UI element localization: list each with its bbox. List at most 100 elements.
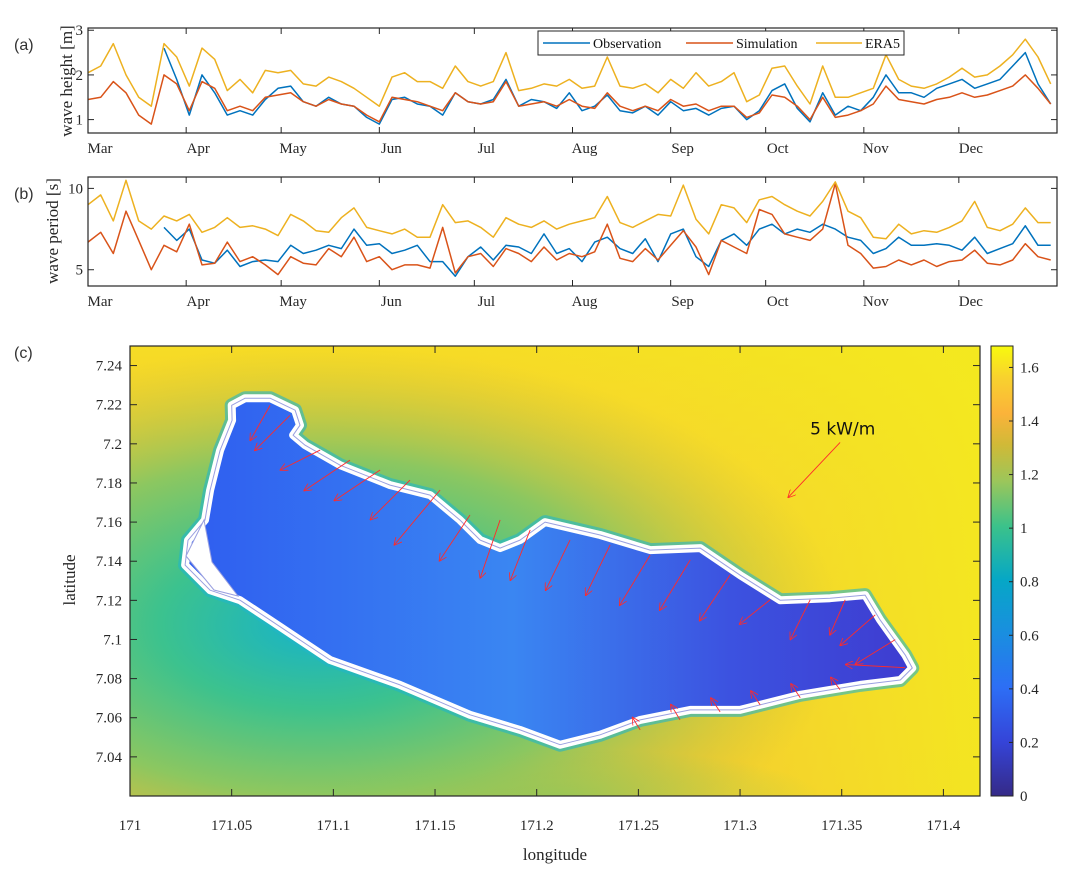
reference-vector-label: 5 kW/m (810, 419, 875, 439)
plot-area (88, 177, 1057, 286)
energy-flux-vector (335, 469, 381, 500)
series-line-simulation (88, 182, 1051, 276)
panel-label-c: (c) (14, 345, 33, 362)
colorbar: 0 0.2 0.4 0.6 0.8 1 1.2 1.4 1.6 (990, 345, 1039, 805)
panel-label-b: (b) (14, 186, 34, 203)
y-tick-label: 7.16 (96, 515, 123, 531)
map-frame (129, 345, 981, 797)
colorbar-tick-label: 1.2 (1020, 468, 1039, 484)
colorbar-tick-label: 0.6 (1020, 628, 1039, 644)
x-tick-label: Apr (187, 294, 210, 310)
energy-flux-vector (790, 599, 811, 640)
energy-flux-vector (480, 519, 501, 578)
y-tick-label: 5 (76, 263, 84, 279)
y-tick-label: 7.22 (96, 398, 122, 414)
wave-height-field: 5 kW/m (130, 346, 980, 796)
energy-flux-vector (633, 718, 641, 731)
colorbar-tick-label: 0.2 (1020, 735, 1039, 751)
y-axis-label-a: wave height [m] (57, 25, 76, 136)
energy-flux-vector (671, 705, 681, 721)
x-tick-label: 171.4 (927, 818, 961, 834)
colorbar-tick-label: 1 (1020, 521, 1028, 537)
x-tick-label: Oct (767, 141, 789, 157)
energy-flux-vector (281, 449, 321, 470)
colorbar-tick-label: 1.6 (1020, 360, 1039, 376)
islet (185, 518, 240, 597)
y-tick-label: 7.24 (96, 359, 123, 375)
x-tick-label: 171.35 (821, 818, 862, 834)
energy-flux-vector (740, 599, 771, 624)
y-tick-label: 7.08 (96, 672, 122, 688)
x-tick-label: Aug (572, 294, 598, 310)
x-tick-label: Jun (381, 141, 402, 157)
y-tick-label: 10 (68, 181, 83, 197)
energy-flux-vector (250, 405, 271, 440)
x-tick-label: 171.2 (520, 818, 554, 834)
panel-label-a: (a) (14, 37, 34, 54)
x-tick-label: Nov (863, 294, 889, 310)
y-tick-label: 7.04 (96, 750, 123, 766)
x-tick-label: 171.05 (211, 818, 252, 834)
energy-flux-vector (304, 459, 351, 490)
energy-flux-vector (846, 665, 906, 668)
legend-entry-era5: ERA5 (865, 37, 900, 52)
x-tick-label: May (279, 141, 307, 157)
energy-flux-vector (660, 559, 691, 610)
energy-flux-vector (255, 414, 291, 450)
wave-period-panel: Mar Apr May Jun Jul Aug Sep Oct Nov Dec 5 10 (68, 176, 1058, 310)
energy-flux-vector (370, 479, 411, 520)
energy-flux-vector (700, 574, 731, 621)
legend-entry-observation: Observation (593, 37, 661, 52)
x-tick-label: Sep (671, 294, 694, 310)
wave-map-panel: 5 kW/m 171 171.05 171.1 171.15 171.2 171.25 171… (96, 345, 1039, 834)
energy-flux-vector (830, 599, 846, 635)
legend: Observation Simulation ERA5 (537, 30, 905, 56)
colorbar-tick-label: 1.4 (1020, 414, 1039, 430)
x-tick-label: Nov (863, 141, 889, 157)
x-tick-label: Mar (88, 141, 113, 157)
series-line-simulation (88, 74, 1052, 125)
series-line-era5 (88, 179, 1051, 240)
energy-flux-vector (856, 639, 896, 664)
colorbar-tick-label: 0.8 (1020, 575, 1039, 591)
energy-flux-vector (546, 539, 571, 590)
x-tick-label: Dec (959, 294, 983, 310)
energy-flux-vector (791, 684, 801, 699)
energy-flux-vector (395, 489, 441, 545)
y-tick-label: 7.18 (96, 476, 122, 492)
energy-flux-vector (840, 614, 876, 645)
energy-flux-vector (711, 698, 721, 713)
y-tick-label: 3 (76, 23, 84, 39)
series-line-era5 (88, 38, 1052, 107)
colorbar-gradient (990, 345, 1014, 797)
energy-flux-vector (510, 529, 531, 580)
x-tick-label: 171.3 (723, 818, 757, 834)
x-tick-label: Mar (88, 294, 113, 310)
series-line-observation (163, 223, 1051, 277)
x-axis-label-c: longitude (523, 845, 587, 864)
energy-flux-vector (586, 544, 611, 595)
legend-entry-simulation: Simulation (736, 37, 797, 52)
x-tick-label: Jul (478, 294, 496, 310)
x-tick-label: 171.25 (618, 818, 659, 834)
x-tick-label: 171 (119, 818, 142, 834)
colorbar-tick-label: 0 (1020, 789, 1028, 805)
x-tick-label: Oct (767, 294, 789, 310)
energy-flux-vector (620, 554, 651, 605)
x-tick-label: Apr (187, 141, 210, 157)
colorbar-tick-label: 0.4 (1020, 682, 1039, 698)
energy-flux-vector (440, 514, 471, 561)
coastline (184, 397, 913, 746)
x-tick-label: Jul (478, 141, 496, 157)
y-tick-label: 7.06 (96, 711, 123, 727)
energy-flux-vector (751, 691, 761, 706)
y-tick-label: 7.12 (96, 593, 122, 609)
x-tick-label: Jun (381, 294, 402, 310)
wave-height-panel: Mar Apr May Jun Jul Aug Sep Oct Nov Dec 1 2 3 Observa… (76, 23, 1058, 157)
x-tick-label: 171.1 (316, 818, 350, 834)
y-tick-label: 7.2 (103, 437, 122, 453)
x-tick-label: Dec (959, 141, 983, 157)
y-axis-label-b: wave period [s] (43, 178, 62, 284)
reference-vector (788, 442, 841, 497)
